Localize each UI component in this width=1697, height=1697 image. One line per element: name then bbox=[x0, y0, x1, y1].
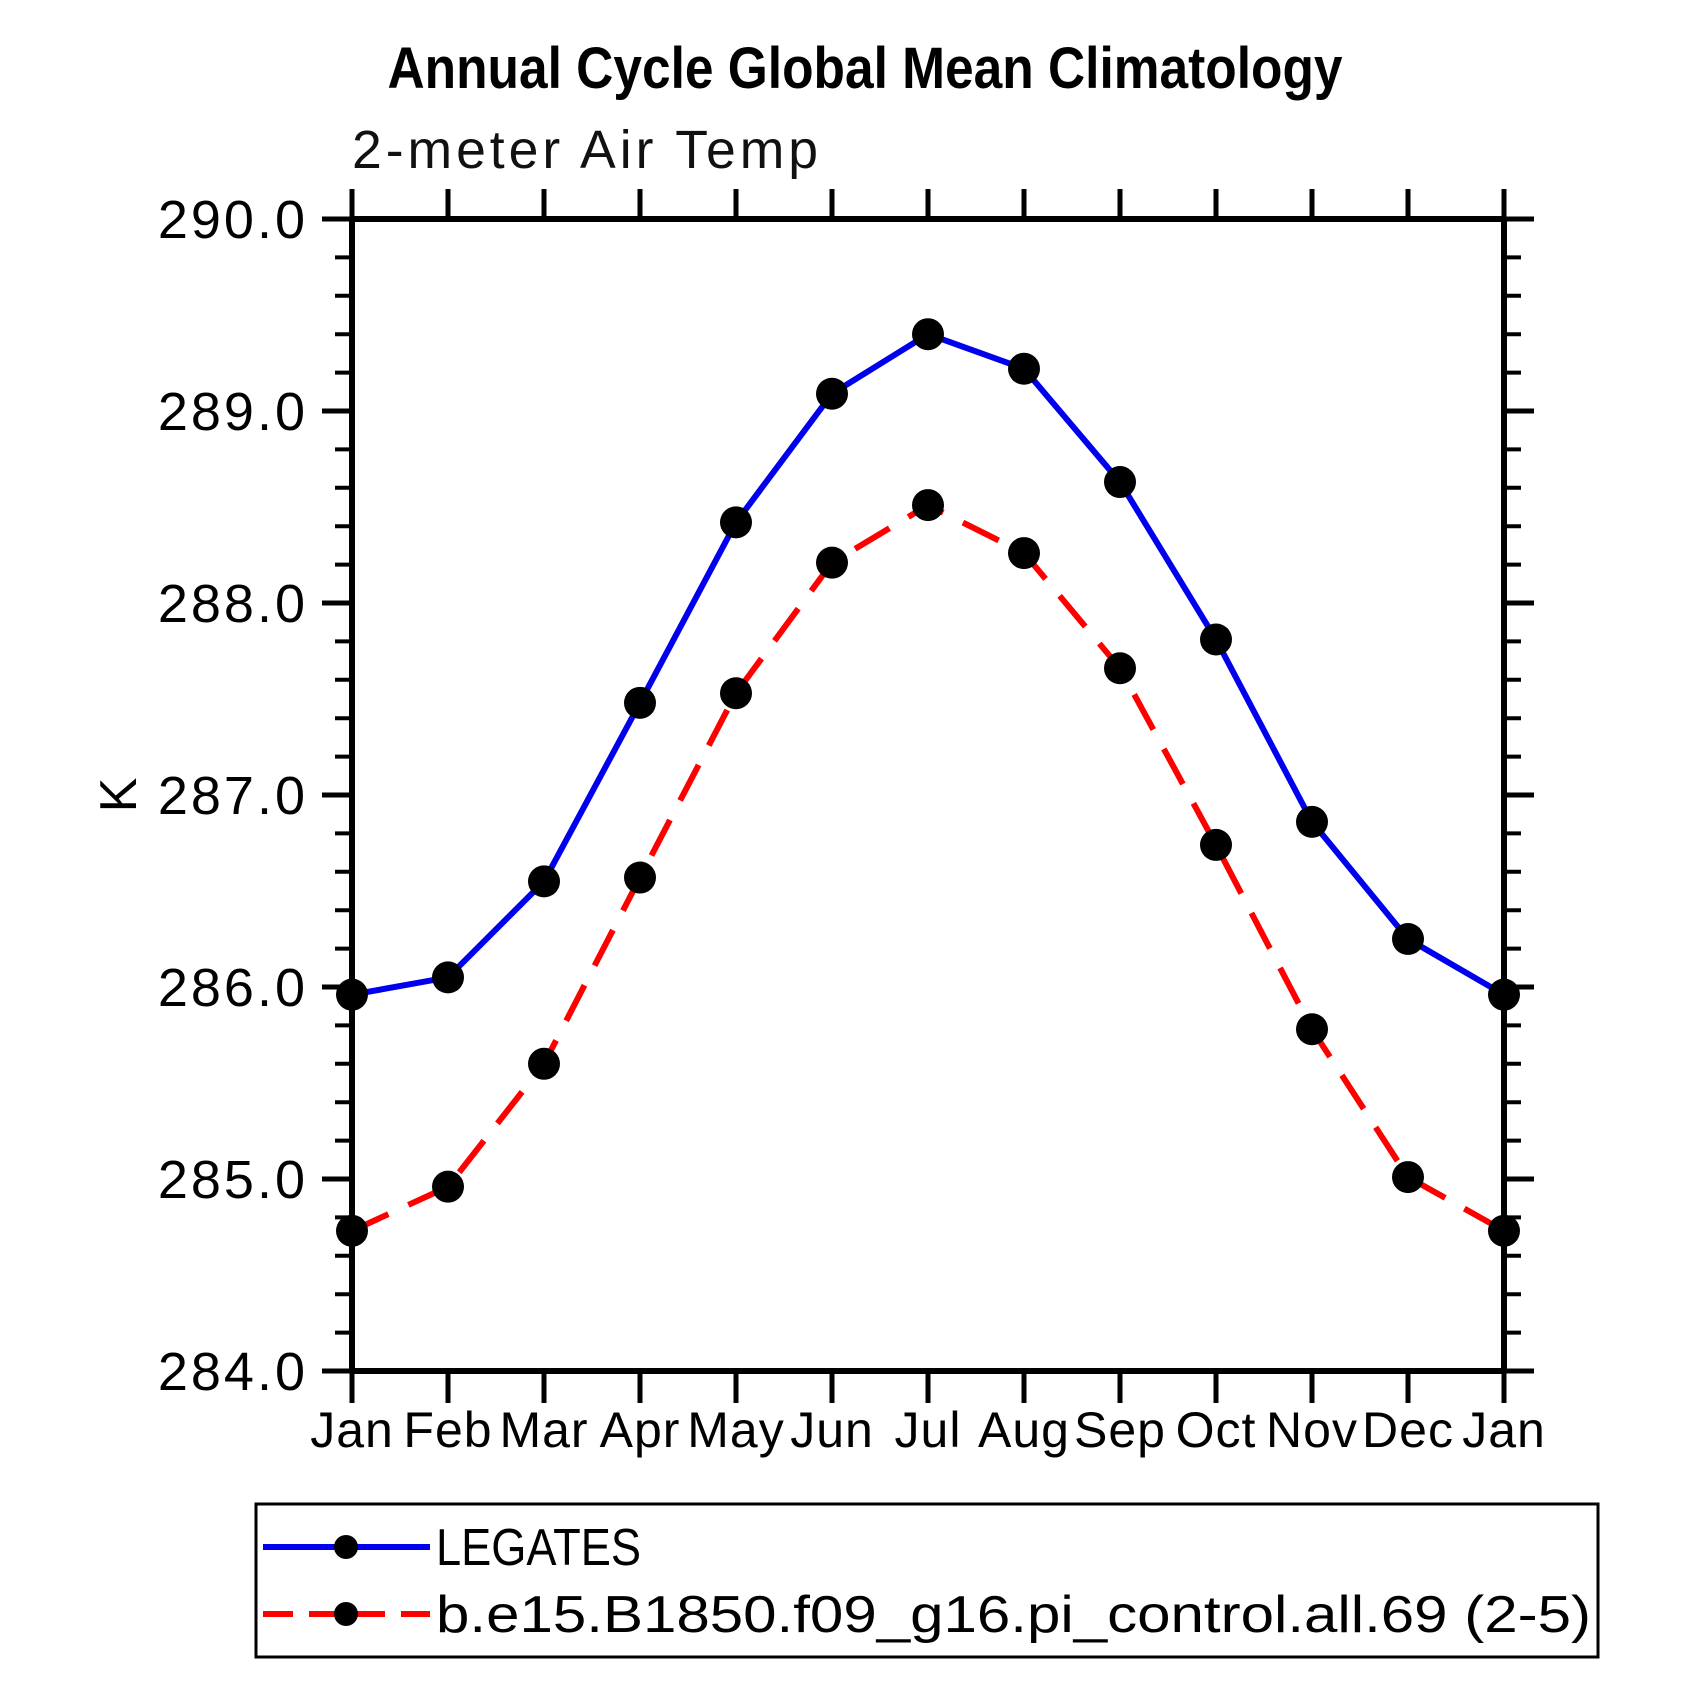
data-point bbox=[624, 686, 656, 719]
data-point bbox=[816, 377, 848, 410]
x-tick-label: Mar bbox=[499, 1402, 588, 1458]
legend-entry-label: b.e15.B1850.f09_g16.pi_control.all.69 (2… bbox=[436, 1586, 1591, 1644]
x-tick-label: Sep bbox=[1074, 1402, 1166, 1458]
data-point bbox=[1200, 623, 1232, 656]
x-tick-label: Feb bbox=[403, 1402, 492, 1458]
y-tick-label: 284.0 bbox=[158, 1342, 308, 1402]
x-tick-label: Jul bbox=[895, 1402, 962, 1458]
data-point bbox=[1008, 537, 1040, 570]
x-tick-label: Dec bbox=[1362, 1402, 1454, 1458]
data-point bbox=[1296, 1013, 1328, 1046]
data-point bbox=[1488, 1214, 1520, 1247]
legend-sample-marker bbox=[334, 1602, 358, 1626]
data-point bbox=[1296, 805, 1328, 838]
chart-subtitle: 2-meter Air Temp bbox=[352, 120, 822, 180]
data-markers bbox=[336, 318, 1520, 1247]
x-tick-label: Jun bbox=[790, 1402, 874, 1458]
data-point bbox=[432, 1170, 464, 1203]
data-point bbox=[1104, 466, 1136, 499]
data-point bbox=[1008, 352, 1040, 385]
axes: Jan Feb Mar Apr May Jun Jul Aug Sep Oct Nov Dec Jan2… bbox=[158, 189, 1546, 1458]
x-tick-label: Apr bbox=[600, 1402, 681, 1458]
data-point bbox=[1488, 978, 1520, 1011]
data-point bbox=[720, 677, 752, 710]
series-lines bbox=[350, 330, 1506, 1234]
y-tick-label: 286.0 bbox=[158, 958, 308, 1018]
data-point bbox=[528, 865, 560, 898]
data-point bbox=[336, 978, 368, 1011]
y-tick-label: 285.0 bbox=[158, 1150, 308, 1210]
legend-sample-marker bbox=[334, 1535, 358, 1559]
x-tick-label: Aug bbox=[978, 1402, 1070, 1458]
data-point bbox=[336, 1214, 368, 1247]
data-point bbox=[528, 1047, 560, 1080]
chart-title: Annual Cycle Global Mean Climatology bbox=[388, 36, 1343, 101]
y-axis-label: K bbox=[90, 777, 148, 812]
data-point bbox=[1392, 1161, 1424, 1194]
series-line-1 bbox=[350, 501, 1506, 1234]
x-tick-label: Nov bbox=[1266, 1402, 1358, 1458]
x-tick-label: Jan bbox=[1462, 1402, 1546, 1458]
data-point bbox=[912, 318, 944, 351]
series-line-0 bbox=[351, 330, 1506, 998]
data-point bbox=[816, 546, 848, 579]
data-point bbox=[1392, 923, 1424, 955]
x-tick-label: Oct bbox=[1176, 1402, 1257, 1458]
x-tick-label: Jan bbox=[310, 1402, 394, 1458]
data-point bbox=[624, 861, 656, 894]
legend: LEGATES b.e15.B1850.f09_g16.pi_control.al… bbox=[254, 1502, 1600, 1659]
y-tick-label: 290.0 bbox=[158, 190, 308, 250]
data-point bbox=[912, 489, 944, 522]
y-tick-label: 289.0 bbox=[158, 382, 308, 442]
data-point bbox=[1200, 828, 1232, 861]
data-point bbox=[432, 961, 464, 994]
y-tick-label: 288.0 bbox=[158, 574, 308, 634]
legend-entry-label: LEGATES bbox=[436, 1519, 641, 1577]
legend-box bbox=[254, 1502, 1600, 1659]
data-point bbox=[720, 506, 752, 539]
x-tick-label: May bbox=[687, 1402, 784, 1458]
data-point bbox=[1104, 652, 1136, 685]
y-tick-label: 287.0 bbox=[158, 766, 308, 826]
